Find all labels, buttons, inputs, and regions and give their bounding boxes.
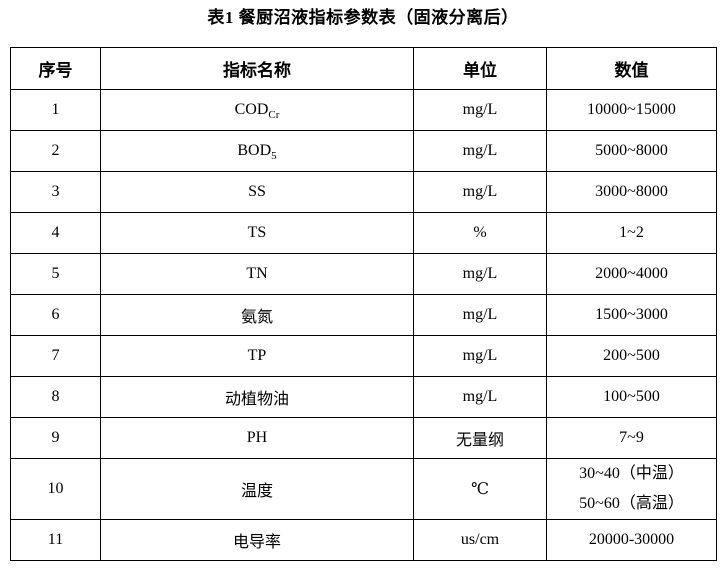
cell-value: 10000~15000 <box>546 89 717 131</box>
indicator-name-main: TP <box>247 347 267 364</box>
cell-value-line: 30~40（中温） <box>579 465 684 482</box>
cell-value: 7~9 <box>546 417 717 459</box>
table-row: 7 TP mg/L 200~500 <box>10 335 717 377</box>
cell-indicator-name: PH <box>100 417 414 459</box>
table-caption: 表1 餐厨沼液指标参数表（固液分离后） <box>207 8 519 27</box>
column-header-unit: 单位 <box>413 47 547 90</box>
table-row: 10 温度 ℃ 30~40（中温） 50~60（高温） <box>10 458 717 520</box>
indicator-name-main: BOD <box>237 142 272 159</box>
table-row: 8 动植物油 mg/L 100~500 <box>10 376 717 418</box>
cell-indicator-name: CODCr <box>100 89 414 131</box>
cell-value-line: 3000~8000 <box>595 183 668 200</box>
table-row: 4 TS% 1~2 <box>10 212 717 254</box>
cell-indicator-name: 动植物油 <box>100 376 414 418</box>
cell-value-line: 100~500 <box>603 388 660 405</box>
cell-index: 2 <box>10 130 101 172</box>
table-row: 11 电导率 us/cm 20000-30000 <box>10 519 717 561</box>
table-row: 5 TN mg/L 2000~4000 <box>10 253 717 295</box>
cell-index: 6 <box>10 294 101 336</box>
cell-value-line: 200~500 <box>603 347 660 364</box>
cell-unit: mg/L <box>413 171 547 213</box>
cell-index: 3 <box>10 171 101 213</box>
indicator-name-main: TN <box>246 265 268 282</box>
cell-value: 2000~4000 <box>546 253 717 295</box>
cell-value: 1500~3000 <box>546 294 717 336</box>
indicator-name-main: 温度 <box>240 483 273 500</box>
cell-indicator-name: TN <box>100 253 414 295</box>
cell-indicator-name: TS <box>100 212 414 254</box>
cell-value-line: 7~9 <box>619 429 644 446</box>
indicator-name-subscript: 5 <box>271 150 277 163</box>
column-header-name: 指标名称 <box>100 47 414 90</box>
parameter-table: 序号 指标名称 单位 数值 1 CODCr mg/L 10000~15000 2 BOD5… <box>10 47 717 561</box>
cell-indicator-name: 电导率 <box>100 519 414 561</box>
column-header-index: 序号 <box>10 47 101 90</box>
table-row: 1 CODCr mg/L 10000~15000 <box>10 89 717 131</box>
cell-unit: mg/L <box>413 130 547 172</box>
cell-unit: % <box>413 212 547 254</box>
cell-index: 10 <box>10 458 101 520</box>
indicator-name-subscript: Cr <box>268 109 280 122</box>
column-header-value: 数值 <box>546 47 717 90</box>
indicator-name-main: SS <box>248 183 266 200</box>
cell-value: 3000~8000 <box>546 171 717 213</box>
cell-value-line: 20000-30000 <box>588 531 675 548</box>
table-row: 6 氨氮 mg/L 1500~3000 <box>10 294 717 336</box>
cell-value-line: 1500~3000 <box>595 306 668 323</box>
cell-value: 1~2 <box>546 212 717 254</box>
table-row: 3 SS mg/L 3000~8000 <box>10 171 717 213</box>
cell-value-line: 1~2 <box>619 224 644 241</box>
cell-index: 7 <box>10 335 101 377</box>
cell-value: 100~500 <box>546 376 717 418</box>
cell-unit: mg/L <box>413 376 547 418</box>
cell-unit: mg/L <box>413 335 547 377</box>
cell-indicator-name: BOD5 <box>100 130 414 172</box>
cell-value-line: 10000~15000 <box>587 101 676 118</box>
cell-unit: mg/L <box>413 253 547 295</box>
cell-indicator-name: SS <box>100 171 414 213</box>
cell-value: 30~40（中温） 50~60（高温） <box>546 458 717 520</box>
table-header-row: 序号 指标名称 单位 数值 <box>10 47 717 90</box>
indicator-name-main: COD <box>234 101 269 118</box>
indicator-name-main: TS <box>247 224 267 241</box>
table-header: 序号 指标名称 单位 数值 <box>10 47 717 90</box>
cell-indicator-name: TP <box>100 335 414 377</box>
cell-index: 9 <box>10 417 101 459</box>
table-container: 序号 指标名称 单位 数值 1 CODCr mg/L 10000~15000 2 BOD5… <box>10 47 717 561</box>
table-row: 2 BOD5 mg/L 5000~8000 <box>10 130 717 172</box>
cell-index: 1 <box>10 89 101 131</box>
indicator-name-main: 动植物油 <box>224 391 289 408</box>
cell-unit: mg/L <box>413 89 547 131</box>
cell-indicator-name: 温度 <box>100 458 414 520</box>
table-body: 1 CODCr mg/L 10000~15000 2 BOD5 mg/L 5000~8000 3… <box>10 89 717 561</box>
cell-value: 5000~8000 <box>546 130 717 172</box>
cell-unit: us/cm <box>413 519 547 561</box>
cell-value-line: 5000~8000 <box>595 142 668 159</box>
cell-index: 4 <box>10 212 101 254</box>
cell-index: 11 <box>10 519 101 561</box>
cell-indicator-name: 氨氮 <box>100 294 414 336</box>
cell-unit: 无量纲 <box>413 417 547 459</box>
cell-index: 8 <box>10 376 101 418</box>
cell-index: 5 <box>10 253 101 295</box>
cell-value-line: 2000~4000 <box>595 265 668 282</box>
cell-unit: ℃ <box>413 458 547 520</box>
cell-value: 20000-30000 <box>546 519 717 561</box>
cell-unit: mg/L <box>413 294 547 336</box>
indicator-name-main: 电导率 <box>232 534 281 551</box>
cell-value-line: 50~60（高温） <box>579 495 684 512</box>
indicator-name-main: PH <box>246 429 268 446</box>
table-row: 9 PH 无量纲 7~9 <box>10 417 717 459</box>
cell-value: 200~500 <box>546 335 717 377</box>
indicator-name-main: 氨氮 <box>240 309 273 326</box>
